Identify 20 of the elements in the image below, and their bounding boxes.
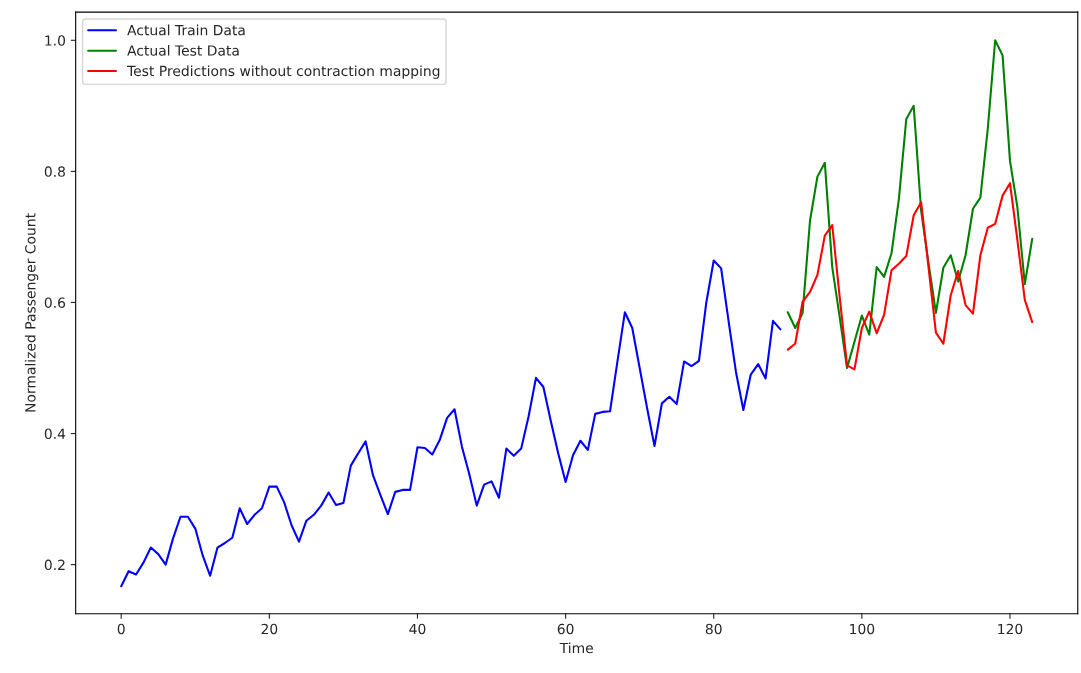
- y-axis-title: Normalized Passenger Count: [24, 213, 39, 412]
- y-tick-label: 0.6: [44, 297, 66, 308]
- y-tick-label: 0.2: [44, 559, 65, 571]
- x-axis-title: Time: [559, 642, 593, 654]
- x-tick-label: 20: [261, 623, 278, 635]
- x-tick-label: 120: [998, 623, 1023, 635]
- x-tick-label: 100: [850, 623, 875, 635]
- x-tick-label: 60: [557, 623, 574, 635]
- y-tick-label: 1.0: [45, 35, 66, 46]
- legend-label: Actual Train Data: [127, 24, 245, 36]
- y-tick-label: 0.8: [44, 166, 65, 177]
- legend-label: Test Predictions without contraction mapping: [127, 65, 440, 79]
- x-tick-label: 0: [117, 623, 125, 635]
- line-series: [120, 259, 782, 588]
- y-tick-label: 0.4: [44, 428, 66, 440]
- line-series: [786, 39, 1034, 370]
- legend-label: Actual Test Data: [127, 45, 239, 56]
- line-series: [786, 182, 1034, 371]
- x-tick-label: 80: [705, 623, 722, 635]
- x-tick-label: 40: [409, 623, 426, 635]
